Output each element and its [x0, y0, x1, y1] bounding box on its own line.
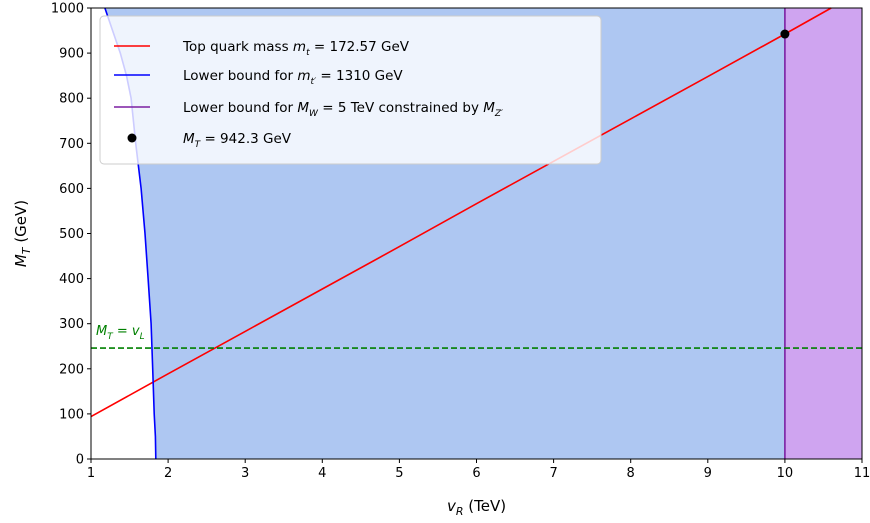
- x-tick-label: 8: [627, 466, 635, 481]
- y-tick-label: 500: [59, 227, 84, 242]
- x-tick-label: 3: [241, 466, 249, 481]
- legend-label-top: Top quark mass mt​ = 172.57 GeV: [182, 39, 410, 58]
- x-tick-label: 6: [472, 466, 480, 481]
- x-tick-label: 7: [549, 466, 557, 481]
- y-axis-ticks: 0 100 200 300 400 500 600 700 800 900 1000: [51, 2, 91, 468]
- y-tick-label: 800: [59, 92, 84, 107]
- legend-box: [99, 15, 602, 165]
- y-tick-label: 100: [59, 407, 84, 422]
- y-tick-label: 700: [59, 137, 84, 152]
- x-axis-label: vR​ (TeV): [447, 497, 506, 518]
- x-axis-ticks: 1 2 3 4 5 6 7 8 9 10 11: [87, 459, 870, 481]
- x-tick-label: 4: [318, 466, 326, 481]
- y-tick-label: 400: [59, 272, 84, 287]
- mt-equals-vl-annotation: MT​ = vL​: [96, 324, 145, 342]
- x-tick-label: 10: [777, 466, 794, 481]
- x-tick-label: 11: [854, 466, 870, 481]
- y-tick-label: 1000: [51, 2, 84, 17]
- x-tick-label: 9: [704, 466, 712, 481]
- y-tick-label: 200: [59, 362, 84, 377]
- y-tick-label: 600: [59, 182, 84, 197]
- legend: Top quark mass mt​ = 172.57 GeV Lower bou…: [99, 15, 602, 165]
- top-quark-mass-line: [90, 7, 832, 418]
- y-tick-label: 900: [59, 47, 84, 62]
- x-tick-label: 5: [395, 466, 403, 481]
- legend-swatch-mt: [127, 133, 137, 143]
- y-tick-label: 300: [59, 317, 84, 332]
- legend-label-wr: Lower bound for MW​ = 5 TeV constrained …: [183, 100, 503, 119]
- wr-bound-region: [784, 8, 862, 459]
- legend-label-mt: MT​ = 942.3 GeV: [183, 131, 292, 150]
- legend-label-tprime: Lower bound for mt′​ = 1310 GeV: [183, 68, 403, 87]
- mt-point: [780, 29, 790, 39]
- y-tick-label: 0: [76, 453, 84, 468]
- x-tick-label: 2: [164, 466, 172, 481]
- y-axis-label: MT​ (GeV): [12, 200, 33, 267]
- x-tick-label: 1: [87, 466, 95, 481]
